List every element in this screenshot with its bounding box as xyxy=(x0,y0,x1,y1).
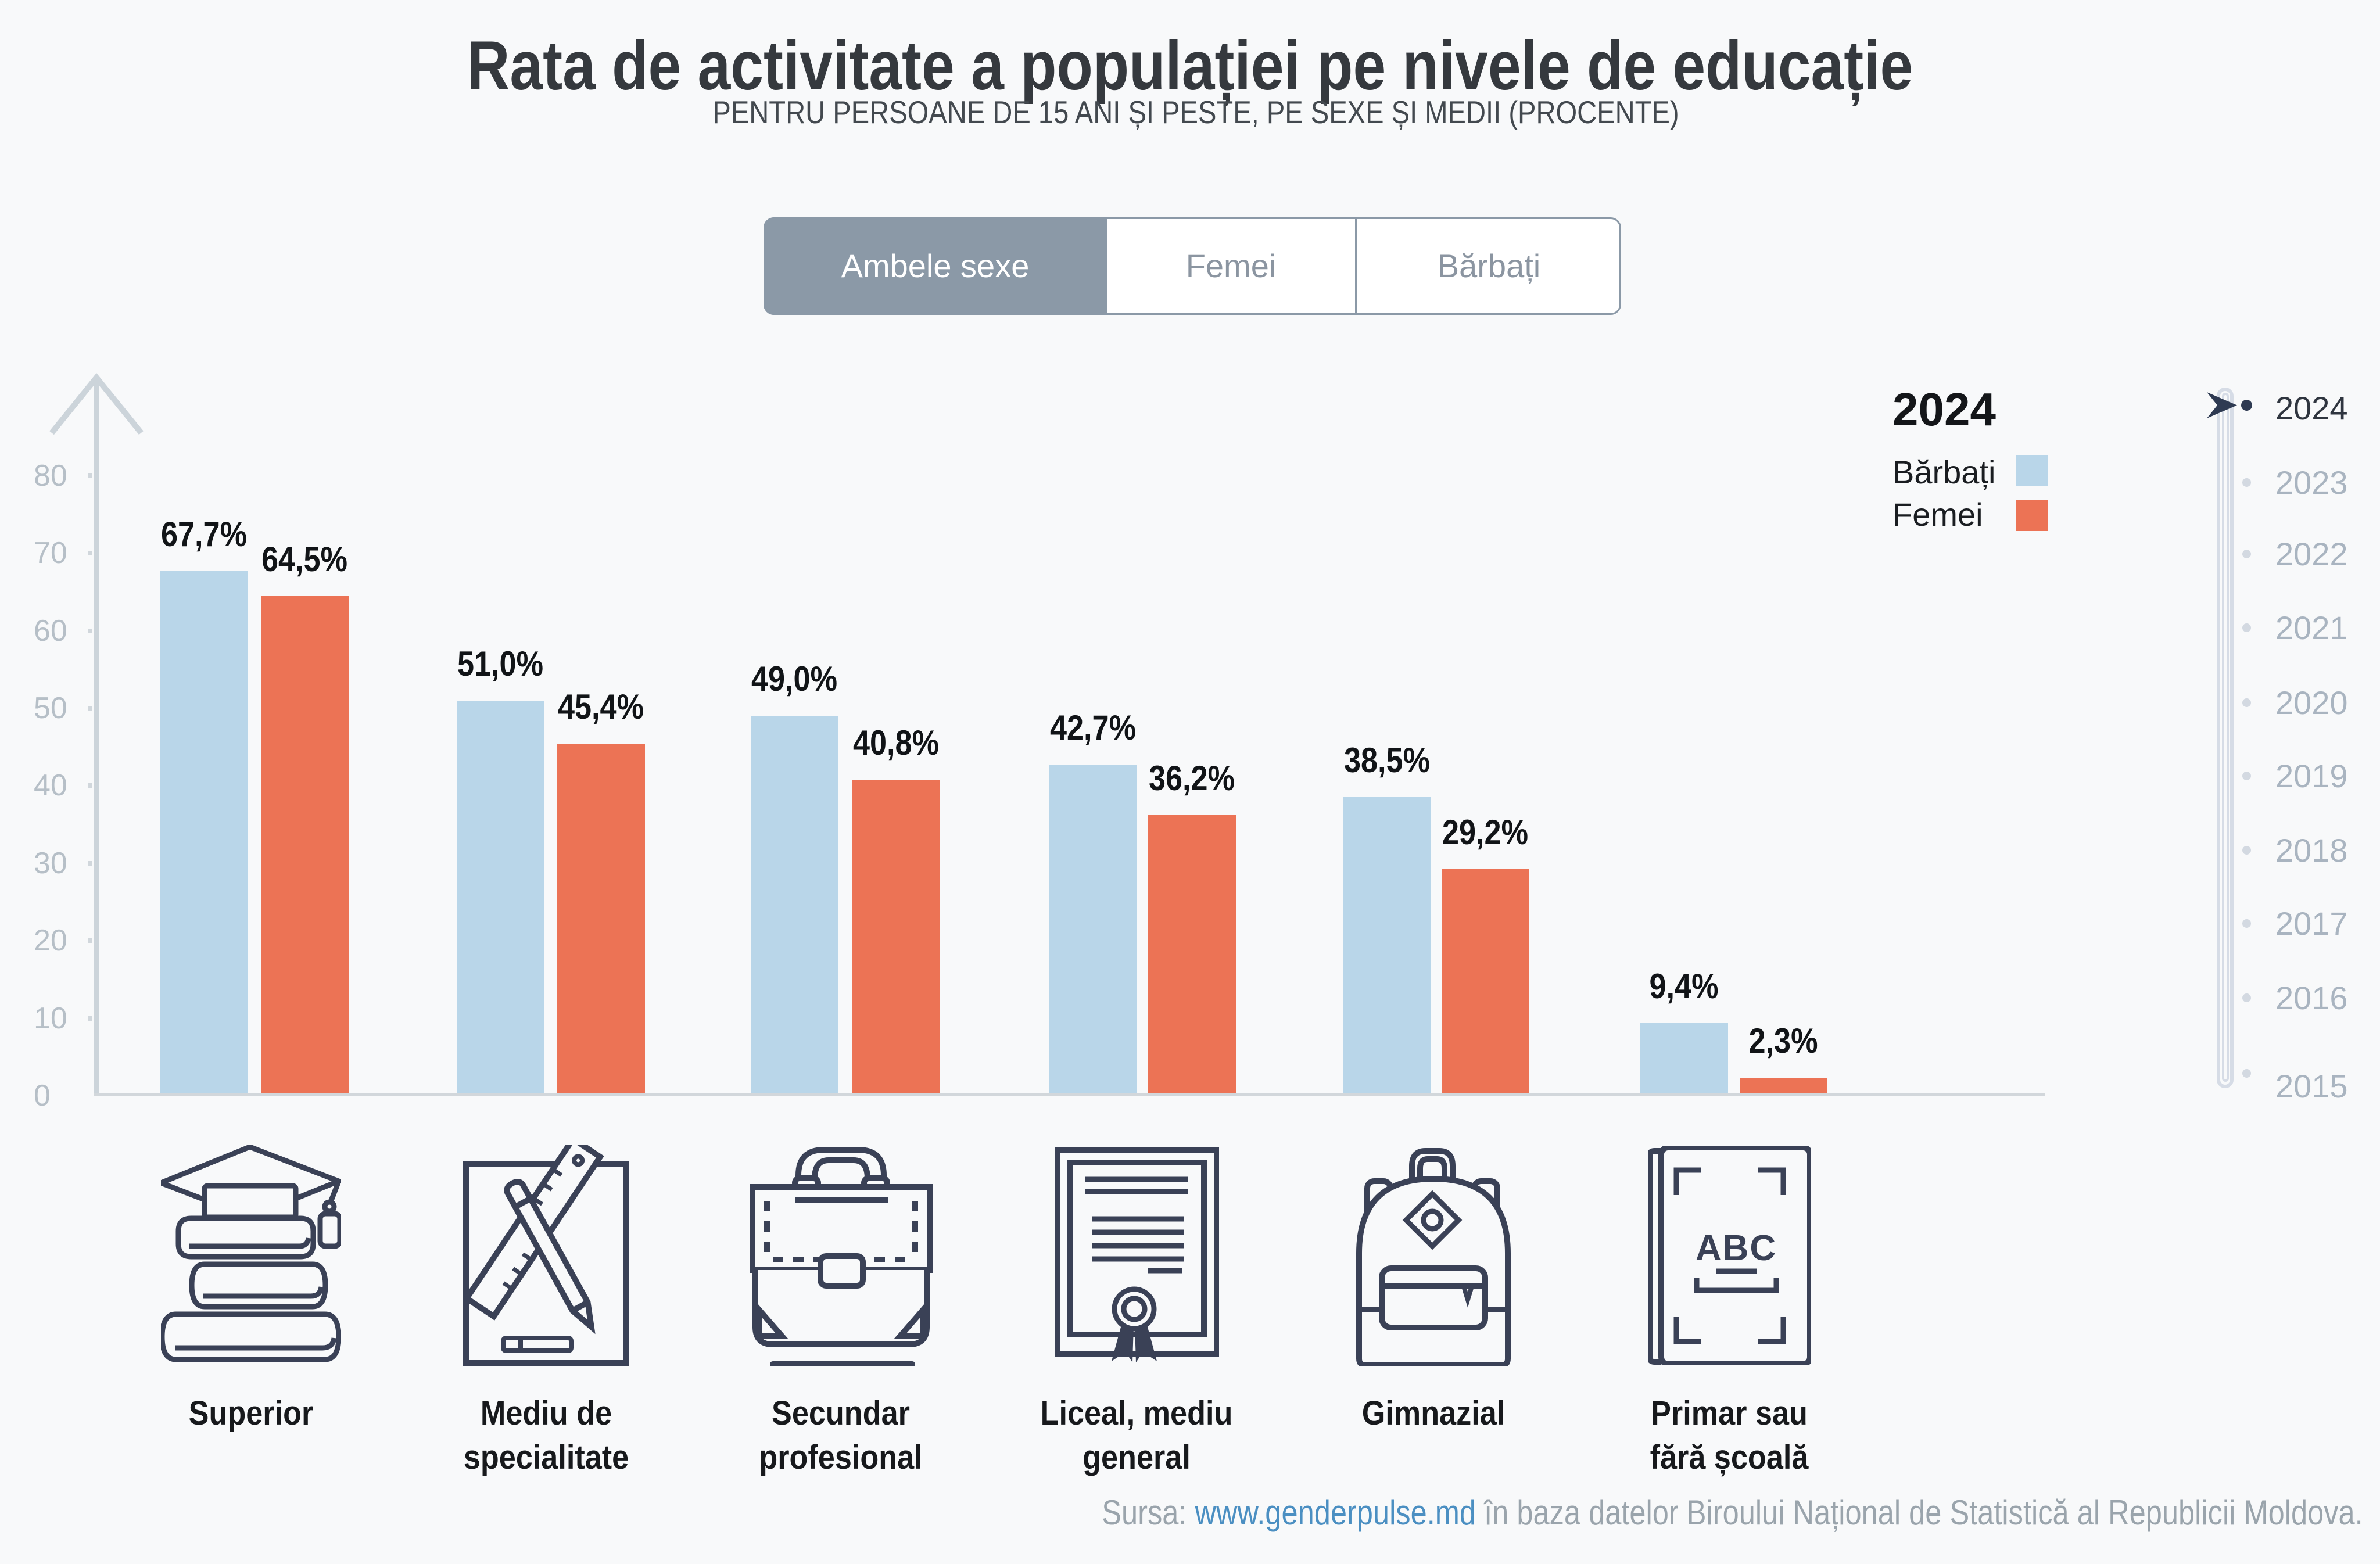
svg-text:ABC: ABC xyxy=(1696,1228,1777,1268)
